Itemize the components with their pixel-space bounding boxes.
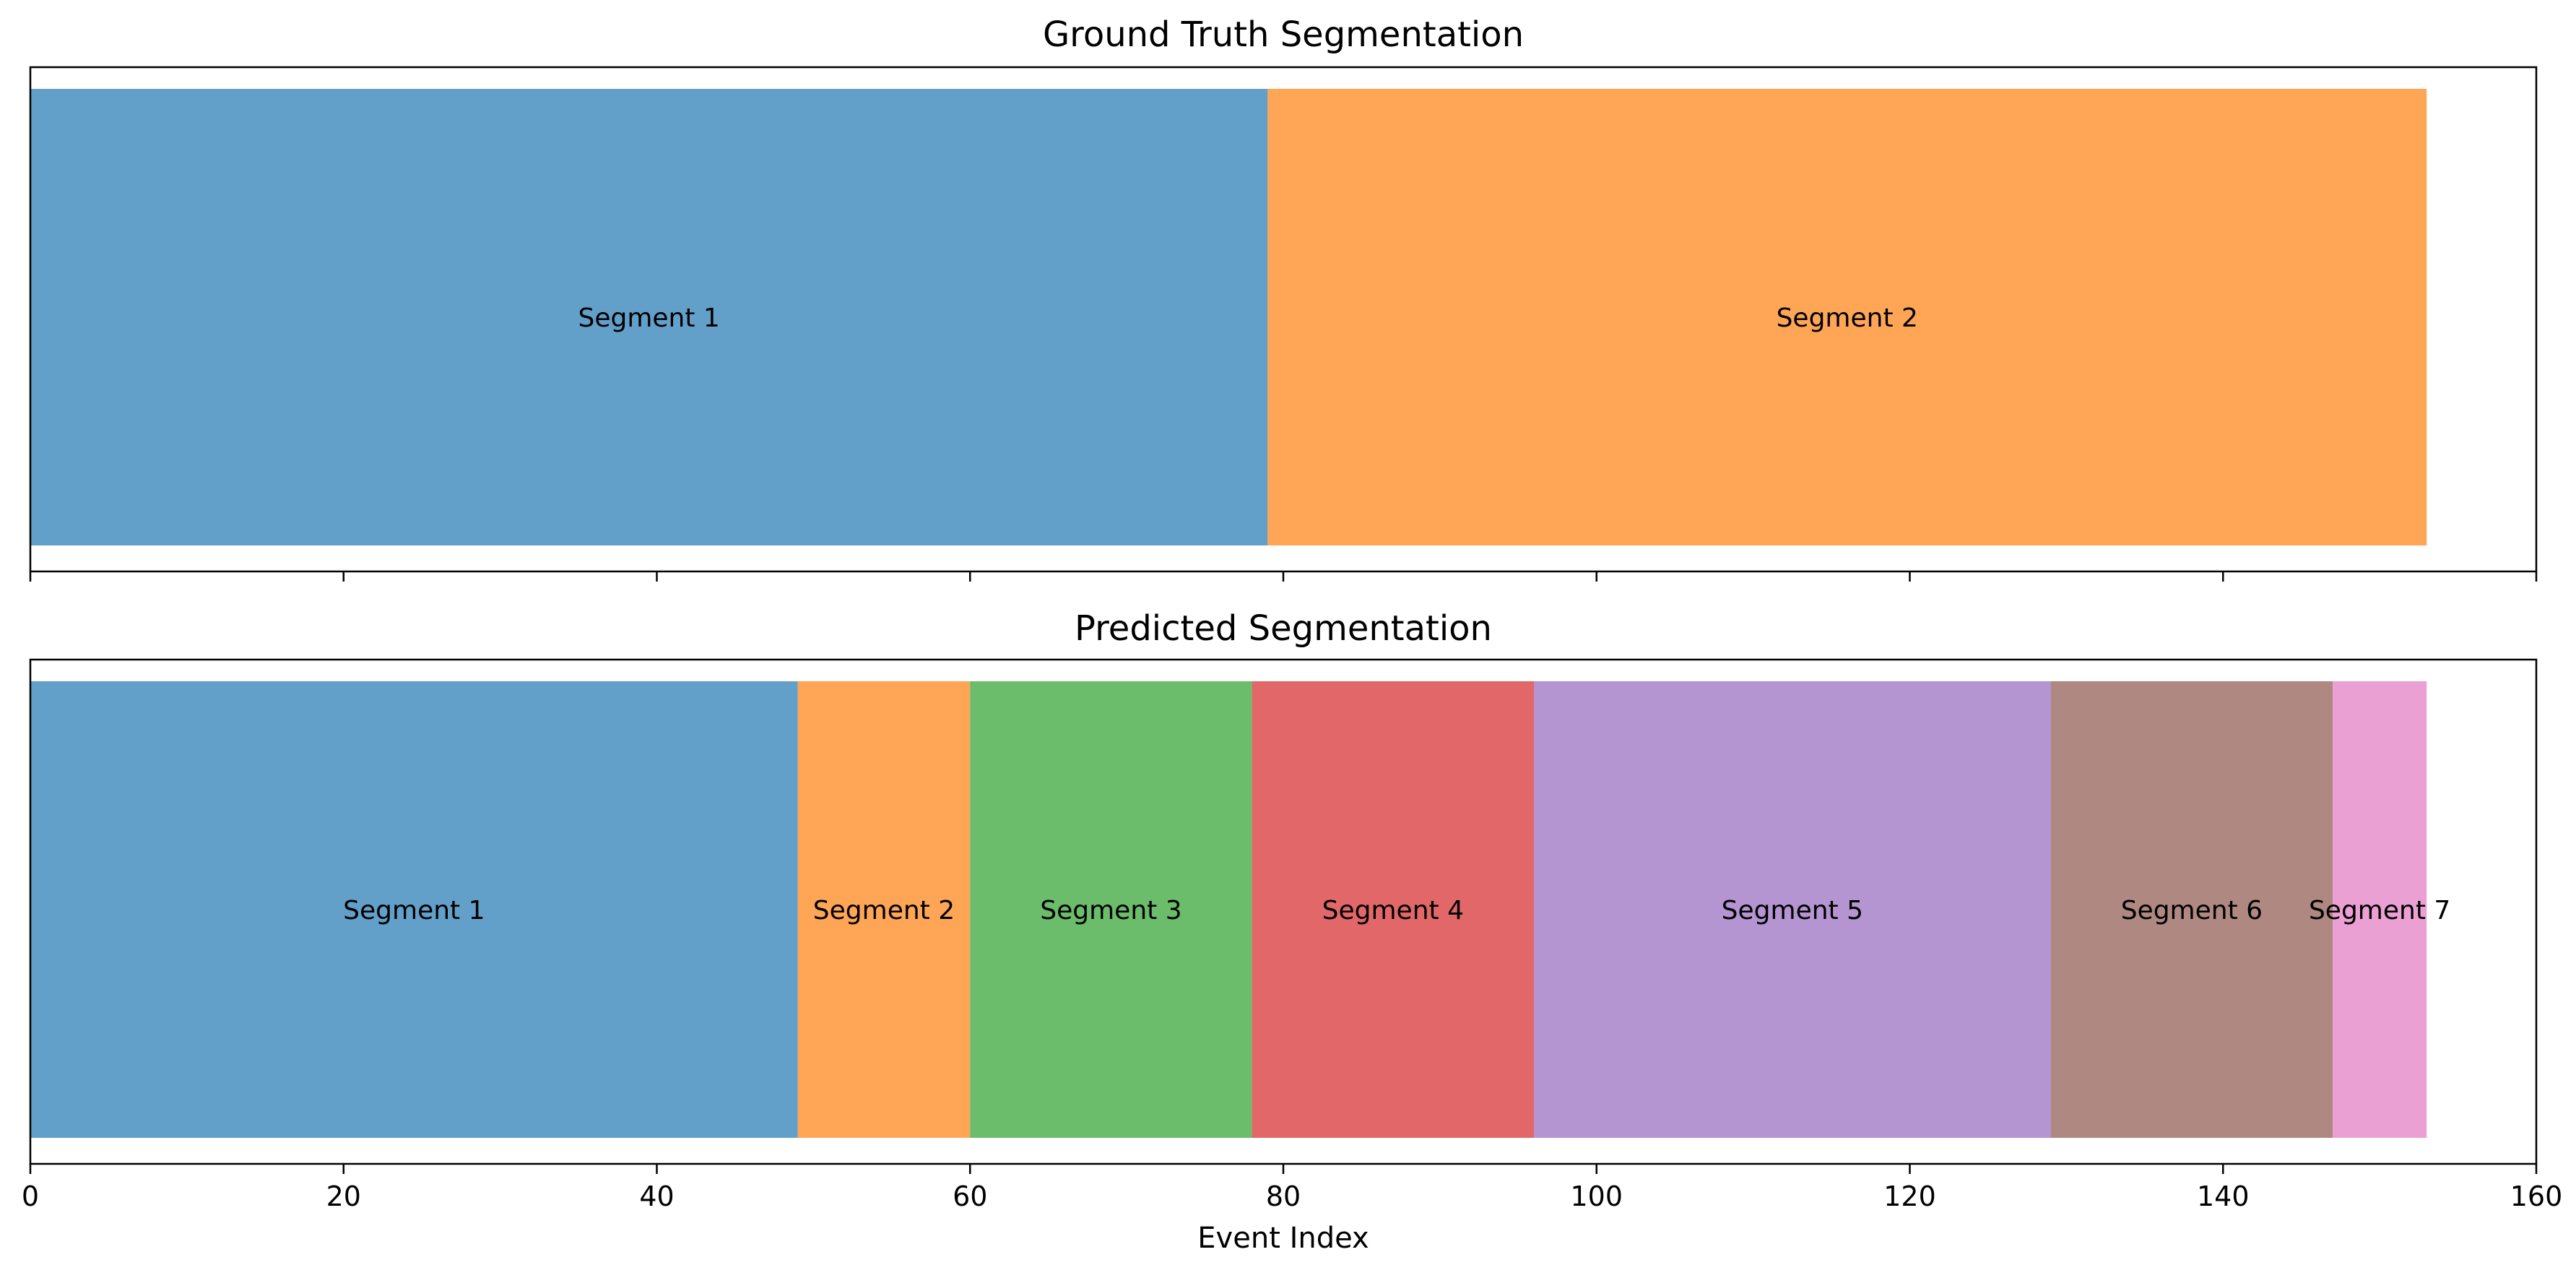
segment-label-1: Segment 1 bbox=[578, 303, 719, 333]
segment-bar-7 bbox=[2333, 681, 2427, 1138]
segment-bar-5 bbox=[1534, 681, 2051, 1138]
segment-bar-1 bbox=[30, 681, 798, 1138]
segment-label-2: Segment 2 bbox=[1777, 303, 1918, 333]
segment-label-7: Segment 7 bbox=[2309, 896, 2450, 925]
x-tick-label-160: 160 bbox=[2510, 1180, 2563, 1212]
x-tick-label-40: 40 bbox=[639, 1180, 674, 1212]
segment-bar-4 bbox=[1252, 681, 1534, 1138]
segment-bar-3 bbox=[970, 681, 1252, 1138]
segment-bar-2 bbox=[797, 681, 971, 1138]
segment-bar-6 bbox=[2050, 681, 2333, 1138]
segment-label-4: Segment 4 bbox=[1322, 896, 1464, 925]
panel-title: Predicted Segmentation bbox=[1075, 608, 1492, 649]
x-tick-label-140: 140 bbox=[2197, 1180, 2250, 1212]
segment-label-1: Segment 1 bbox=[343, 896, 485, 925]
x-tick-label-20: 20 bbox=[326, 1180, 361, 1212]
panel-title: Ground Truth Segmentation bbox=[1043, 14, 1524, 55]
segment-bar-1 bbox=[30, 89, 1268, 545]
x-tick-label-60: 60 bbox=[953, 1180, 987, 1212]
x-tick-label-0: 0 bbox=[22, 1180, 39, 1212]
predicted-panel: Predicted Segmentation Segment 1 Segment 2… bbox=[22, 608, 2562, 1255]
segment-label-5: Segment 5 bbox=[1722, 896, 1863, 925]
segment-label-6: Segment 6 bbox=[2121, 896, 2263, 925]
x-axis-label: Event Index bbox=[1197, 1222, 1369, 1255]
segment-label-3: Segment 3 bbox=[1040, 896, 1181, 925]
segment-label-2: Segment 2 bbox=[813, 896, 955, 925]
x-tick-label-100: 100 bbox=[1570, 1180, 1623, 1212]
ground-truth-panel: Ground Truth Segmentation Segment 1 Segmen… bbox=[29, 14, 2538, 582]
x-tick-label-80: 80 bbox=[1266, 1180, 1301, 1212]
segment-bar-2 bbox=[1267, 89, 2427, 545]
x-tick-label-120: 120 bbox=[1883, 1180, 1936, 1212]
